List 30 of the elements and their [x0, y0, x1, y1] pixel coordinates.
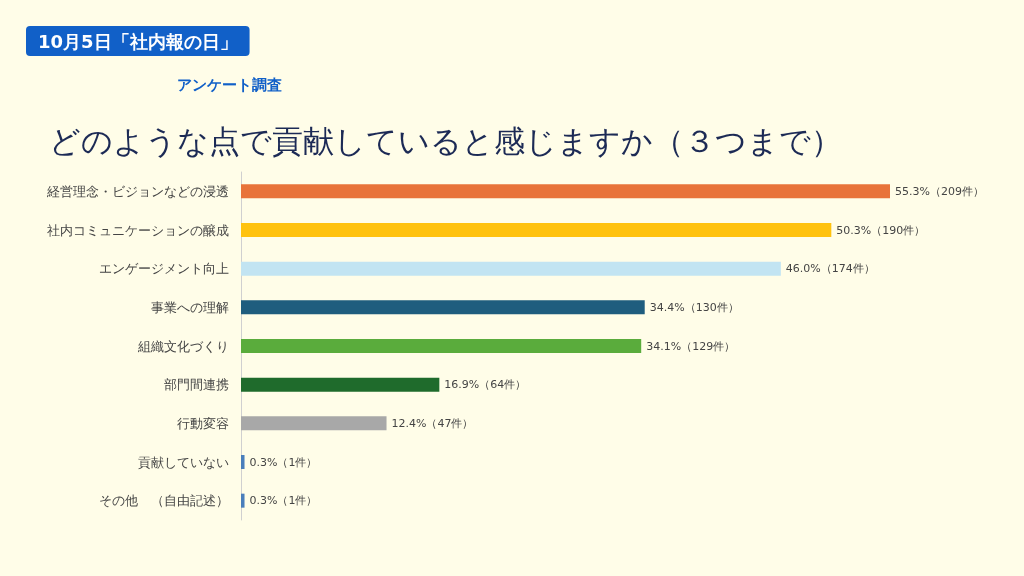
bar — [241, 455, 245, 469]
y-tick-label: エンゲージメント向上 — [99, 261, 229, 277]
bar — [241, 223, 832, 237]
data-label: 34.1%（129件） — [646, 339, 736, 353]
y-tick-label: 貢献していない — [138, 454, 229, 470]
y-tick-label: その他 （自由記述） — [99, 493, 229, 509]
y-tick-label: 経営理念・ビジョンなどの浸透 — [46, 183, 229, 199]
bar — [241, 493, 245, 508]
text: どのような点で貢献していると感じますか（３つまで） — [49, 122, 842, 159]
bar — [241, 184, 890, 199]
bar — [241, 261, 781, 276]
y-tick-label: 社内コミュニケーションの醸成 — [47, 222, 229, 238]
bar — [241, 377, 440, 392]
bar — [241, 416, 387, 431]
data-label: 12.4%（47件） — [391, 416, 474, 430]
y-tick-label: 部門間連携 — [164, 377, 229, 393]
data-label: 34.4%（130件） — [649, 300, 739, 314]
data-label: 55.3%（209件） — [895, 184, 984, 198]
y-tick-label: 行動変容 — [177, 415, 229, 431]
data-label: 16.9%（64件） — [444, 378, 527, 392]
bar — [241, 339, 642, 353]
chart-title: 10月5日「社内報の日」 — [38, 30, 238, 52]
data-label: 0.3%（1件） — [249, 494, 318, 508]
data-label: 0.3%（1件） — [249, 455, 318, 469]
y-tick-label: 組織文化づくり — [137, 338, 229, 354]
chart-subtitle: アンケート調査 — [177, 75, 282, 94]
data-label: 46.0%（174件） — [785, 262, 875, 276]
bar — [241, 300, 645, 315]
y-tick-label: 事業への理解 — [151, 299, 229, 315]
data-label: 50.3%（190件） — [836, 223, 926, 237]
